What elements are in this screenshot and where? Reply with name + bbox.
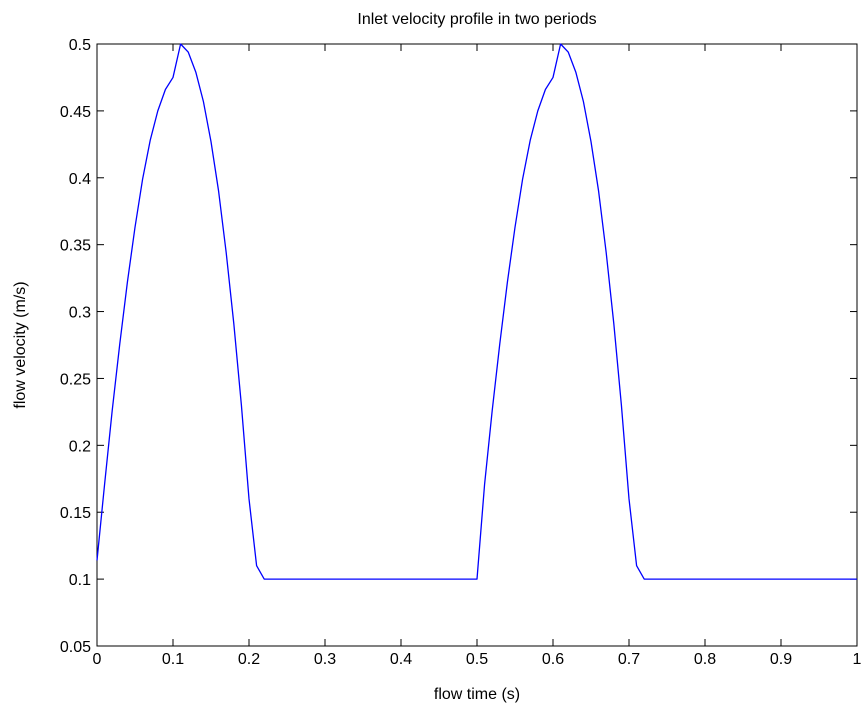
x-tick-label: 1 bbox=[853, 651, 862, 668]
x-tick-label: 0.9 bbox=[770, 651, 792, 668]
x-axis: 0 0.1 0.2 0.3 0.4 0.5 0.6 0.7 0.8 0.9 1 bbox=[93, 44, 862, 668]
x-axis-label: flow time (s) bbox=[434, 686, 520, 703]
y-tick-label: 0.05 bbox=[60, 639, 91, 656]
y-tick-label: 0.1 bbox=[69, 572, 91, 589]
plot-area bbox=[96, 43, 858, 647]
x-tick-label: 0.1 bbox=[162, 651, 184, 668]
chart-title: Inlet velocity profile in two periods bbox=[357, 11, 596, 28]
y-tick-label: 0.3 bbox=[69, 305, 91, 322]
y-tick-label: 0.5 bbox=[69, 37, 91, 54]
x-tick-label: 0.4 bbox=[390, 651, 412, 668]
y-tick-label: 0.15 bbox=[60, 505, 91, 522]
series-group bbox=[96, 43, 857, 580]
x-tick-label: 0.3 bbox=[314, 651, 336, 668]
x-tick-label: 0.6 bbox=[542, 651, 564, 668]
x-tick-label: 0.7 bbox=[618, 651, 640, 668]
y-tick-label: 0.35 bbox=[60, 238, 91, 255]
y-tick-label: 0.45 bbox=[60, 104, 91, 121]
y-tick-label: 0.4 bbox=[69, 171, 91, 188]
y-tick-label: 0.2 bbox=[69, 438, 91, 455]
x-tick-label: 0 bbox=[93, 651, 102, 668]
x-tick-label: 0.8 bbox=[694, 651, 716, 668]
y-axis-label: flow velocity (m/s) bbox=[12, 281, 29, 408]
series-line-0 bbox=[96, 43, 857, 580]
x-tick-label: 0.2 bbox=[238, 651, 260, 668]
y-axis: 0.05 0.1 0.15 0.2 0.25 0.3 0.35 0.4 0.45 0.5 bbox=[60, 37, 857, 656]
y-tick-label: 0.25 bbox=[60, 371, 91, 388]
x-tick-label: 0.5 bbox=[466, 651, 488, 668]
